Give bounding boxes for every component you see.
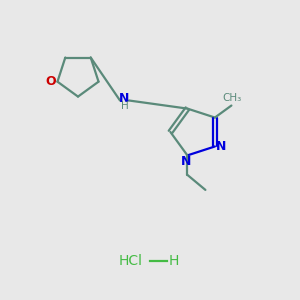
Text: HCl: HCl [118, 254, 142, 268]
Text: N: N [216, 140, 227, 153]
Text: H: H [169, 254, 179, 268]
Text: N: N [181, 155, 191, 169]
Text: O: O [46, 75, 56, 88]
Text: H: H [121, 100, 129, 111]
Text: N: N [119, 92, 130, 105]
Text: CH₃: CH₃ [222, 93, 242, 103]
